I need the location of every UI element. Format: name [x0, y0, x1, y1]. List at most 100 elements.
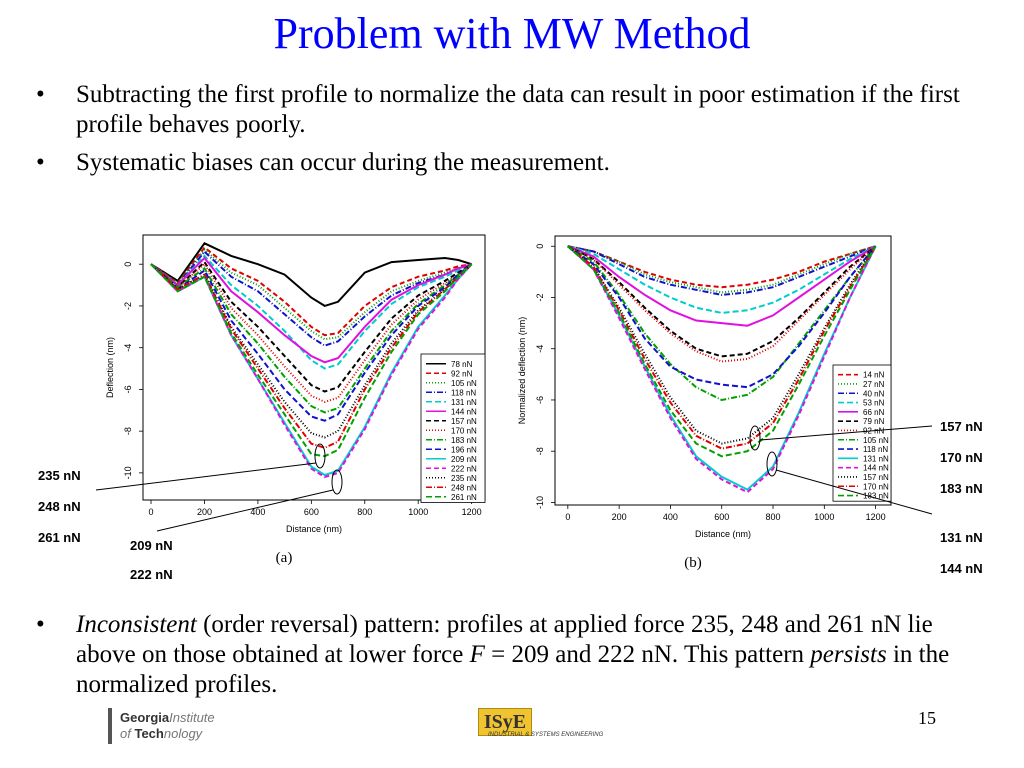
y-axis-label: Normalized deflection (nm): [517, 317, 527, 425]
callout-label: 222 nN: [130, 567, 173, 582]
callout-label: 183 nN: [940, 481, 983, 496]
x-tick-label: 800: [357, 507, 372, 517]
series-line: [567, 245, 877, 389]
legend-label: 14 nN: [863, 371, 885, 380]
isye-mark: ISyE: [478, 708, 532, 736]
y-tick-label: -2: [535, 293, 545, 301]
bullet-text: Systematic biases can occur during the m…: [76, 149, 610, 176]
y-tick-label: -4: [123, 344, 133, 352]
callout-label: 170 nN: [940, 450, 983, 465]
series-line: [150, 242, 472, 307]
series-line: [150, 263, 473, 414]
y-tick-label: 0: [123, 262, 133, 267]
legend-label: 209 nN: [451, 455, 477, 464]
legend-label: 131 nN: [863, 454, 889, 463]
y-tick-label: -6: [123, 385, 133, 393]
series-line: [567, 245, 877, 314]
panel-label: (b): [684, 555, 702, 571]
callout-ellipse-b-lower: [766, 451, 778, 477]
x-tick-label: 600: [714, 512, 729, 522]
legend-label: 105 nN: [863, 436, 889, 445]
legend-label: 248 nN: [451, 483, 477, 492]
y-tick-label: -10: [535, 496, 545, 509]
series-line: [150, 263, 473, 422]
x-tick-label: 1200: [866, 512, 886, 522]
slide-title: Problem with MW Method: [273, 9, 751, 58]
chart-panel-b: 0 200 400 600 800 1000 1200 0 -2 -4 -6 -8 -10 Distanc…: [517, 235, 892, 571]
legend-label: 170 nN: [451, 426, 477, 435]
bullet-item: • Inconsistent (order reversal) pattern:…: [36, 610, 996, 700]
legend-label: 131 nN: [451, 398, 477, 407]
legend-box: [832, 364, 892, 502]
logo-line-2: of Technology: [120, 726, 203, 741]
legend-label: 53 nN: [863, 399, 885, 408]
bullet-text: = 209 and 222 nN. This pattern: [484, 641, 811, 668]
callout-line-235: [95, 462, 317, 491]
legend-label: 261 nN: [451, 493, 477, 502]
callout-annotations: [95, 425, 933, 532]
x-tick-label: 400: [250, 507, 265, 517]
legend-label: 157 nN: [451, 417, 477, 426]
legend-label: 40 nN: [863, 389, 885, 398]
logo-bar: [108, 708, 112, 744]
x-axis-label: Distance (nm): [695, 529, 751, 539]
bullet-dot: •: [36, 81, 45, 108]
x-tick-label: 0: [565, 512, 570, 522]
callout-line-131: [775, 469, 933, 515]
legend-label: 118 nN: [863, 445, 888, 454]
legend-label: 183 nN: [451, 436, 477, 445]
callout-label: 209 nN: [130, 538, 173, 553]
y-tick-label: -8: [123, 427, 133, 435]
series-line: [567, 245, 876, 296]
y-tick-label: -10: [123, 466, 133, 479]
legend-label: 66 nN: [863, 408, 885, 417]
series-line: [150, 256, 472, 364]
series-line: [567, 245, 877, 363]
callout-line-157: [759, 425, 933, 441]
series-line: [567, 245, 876, 289]
top-bullet-list: • Subtracting the first profile to norma…: [36, 80, 996, 186]
callout-label: 248 nN: [38, 499, 81, 514]
legend-label: 92 nN: [451, 369, 473, 378]
series-line: [567, 245, 877, 494]
legend-label: 222 nN: [451, 464, 477, 473]
callout-ellipse-a-upper: [314, 443, 326, 469]
isye-logo: ISyE INDUSTRIAL & SYSTEMS ENGINEERING: [478, 708, 618, 742]
series-line: [150, 246, 472, 337]
legend-label: 118 nN: [451, 388, 476, 397]
legend-label: 144 nN: [863, 464, 889, 473]
bullet-text: (order reversal) pattern: profiles at ap…: [76, 611, 933, 668]
x-tick-label: 600: [304, 507, 319, 517]
bullet-item: • Subtracting the first profile to norma…: [36, 80, 996, 140]
bullet-emphasis: persists: [810, 641, 887, 668]
force-symbol: F: [469, 641, 485, 668]
callout-label: 261 nN: [38, 530, 81, 545]
x-tick-label: 800: [765, 512, 780, 522]
x-tick-label: 200: [612, 512, 627, 522]
page-number: 15: [918, 708, 936, 728]
bullet-emphasis: Inconsistent: [76, 611, 197, 638]
isye-subtitle: INDUSTRIAL & SYSTEMS ENGINEERING: [488, 732, 604, 738]
x-tick-label: 1200: [462, 507, 482, 517]
callout-line-209: [156, 489, 334, 532]
panel-label: (a): [276, 550, 293, 566]
callout-ellipse-b-upper: [749, 425, 761, 451]
legend-label: 27 nN: [863, 380, 885, 389]
x-tick-label: 1000: [814, 512, 834, 522]
series-line: [567, 245, 877, 402]
series-line: [150, 263, 473, 479]
y-tick-label: -6: [535, 396, 545, 404]
callout-ellipse-a-lower: [331, 469, 343, 495]
callout-label: 144 nN: [940, 561, 983, 576]
legend-label: 78 nN: [451, 360, 473, 369]
legend-label: 170 nN: [863, 482, 889, 491]
legend-label: 144 nN: [451, 407, 477, 416]
series-line: [150, 254, 473, 370]
series-line: [150, 263, 473, 439]
callout-label: 157 nN: [940, 419, 983, 434]
callout-label: 131 nN: [940, 530, 983, 545]
series-line: [567, 245, 877, 491]
series-line: [150, 250, 472, 347]
legend-label: 105 nN: [451, 379, 477, 388]
